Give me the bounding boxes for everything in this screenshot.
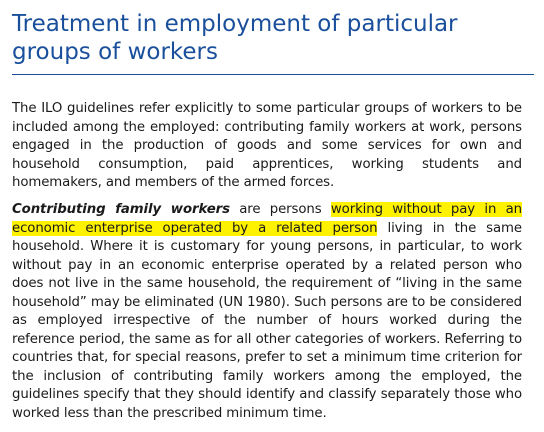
title-divider [12,74,534,75]
paragraph-contributing-family-workers: Contributing family workers are persons … [12,201,522,423]
text-before-highlight: are persons [229,202,331,217]
paragraph-ilo-guidelines: The ILO guidelines refer explicitly to s… [12,101,522,190]
defined-term: Contributing family workers [12,202,230,217]
section-title: Treatment in employment of particular gr… [12,11,458,65]
text-after-highlight: living in the same household. Where it i… [12,220,522,421]
